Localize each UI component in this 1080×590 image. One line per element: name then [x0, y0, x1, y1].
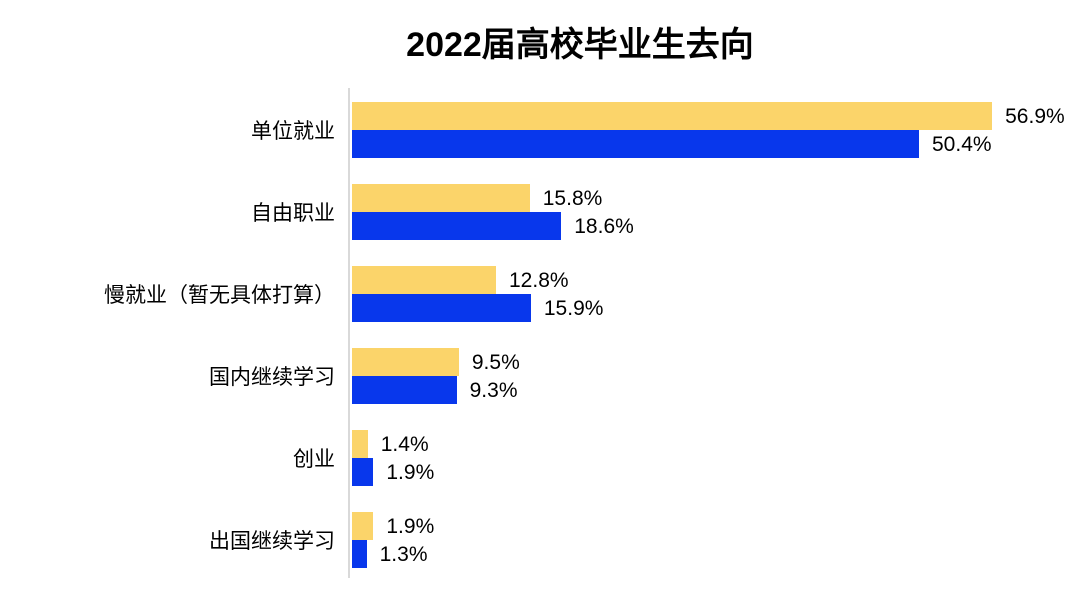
bar-series-1 [352, 430, 368, 458]
y-axis-line [348, 88, 350, 578]
category-label: 国内继续学习 [209, 366, 335, 389]
value-label: 1.3% [379, 542, 428, 566]
bar-line: 15.9% [352, 294, 603, 322]
chart-row: 慢就业（暂无具体打算） 12.8% 15.9% [0, 266, 1080, 322]
bar-line: 50.4% [352, 130, 1065, 158]
chart-row: 自由职业 15.8% 18.6% [0, 184, 1080, 240]
bar-series-2 [352, 458, 374, 486]
chart-row: 创业 1.4% 1.9% [0, 430, 1080, 486]
value-label: 18.6% [574, 214, 634, 238]
value-label: 15.8% [542, 186, 603, 210]
bar-series-1 [352, 348, 459, 376]
bar-series-2 [352, 212, 562, 240]
value-label: 56.9% [1005, 104, 1065, 128]
bar-line: 9.3% [352, 376, 520, 404]
bar-line: 9.5% [352, 348, 520, 376]
chart-row: 国内继续学习 9.5% 9.3% [0, 348, 1080, 404]
bar-line: 56.9% [352, 102, 1065, 130]
bar-series-1 [352, 512, 374, 540]
chart-title: 2022届高校毕业生去向 [406, 26, 754, 64]
bar-series-2 [352, 130, 919, 158]
bar-group: 15.8% 18.6% [352, 184, 634, 240]
bar-series-1 [352, 266, 496, 294]
chart-row: 出国继续学习 1.9% 1.3% [0, 512, 1080, 568]
bar-group: 56.9% 50.4% [352, 102, 1065, 158]
bar-line: 1.9% [352, 512, 434, 540]
bar-series-2 [352, 294, 531, 322]
bar-series-2 [352, 540, 367, 568]
category-label: 单位就业 [251, 120, 335, 143]
value-label: 1.9% [386, 514, 435, 538]
value-label: 50.4% [932, 132, 992, 156]
bar-line: 18.6% [352, 212, 634, 240]
category-label: 出国继续学习 [209, 530, 335, 553]
bar-line: 1.3% [352, 540, 434, 568]
value-label: 1.4% [380, 432, 429, 456]
bar-line: 15.8% [352, 184, 634, 212]
bar-group: 12.8% 15.9% [352, 266, 603, 322]
value-label: 9.5% [471, 350, 520, 374]
value-label: 12.8% [509, 268, 569, 292]
plot-area: 单位就业 56.9% 50.4% 自由职业 15.8% 18.6% 慢就业（暂无具体打算） 1… [0, 88, 1080, 578]
bar-group: 1.4% 1.9% [352, 430, 434, 486]
bar-line: 12.8% [352, 266, 603, 294]
category-label: 慢就业（暂无具体打算） [104, 284, 335, 307]
bar-group: 1.9% 1.3% [352, 512, 434, 568]
chart-row: 单位就业 56.9% 50.4% [0, 102, 1080, 158]
bar-series-1 [352, 102, 993, 130]
bar-line: 1.4% [352, 430, 434, 458]
value-label: 9.3% [469, 378, 518, 402]
bar-series-2 [352, 376, 457, 404]
value-label: 1.9% [386, 460, 435, 484]
value-label: 15.9% [543, 296, 604, 320]
category-label: 自由职业 [251, 202, 335, 225]
bar-group: 9.5% 9.3% [352, 348, 520, 404]
category-label: 创业 [293, 448, 335, 471]
bar-series-1 [352, 184, 530, 212]
bar-line: 1.9% [352, 458, 434, 486]
